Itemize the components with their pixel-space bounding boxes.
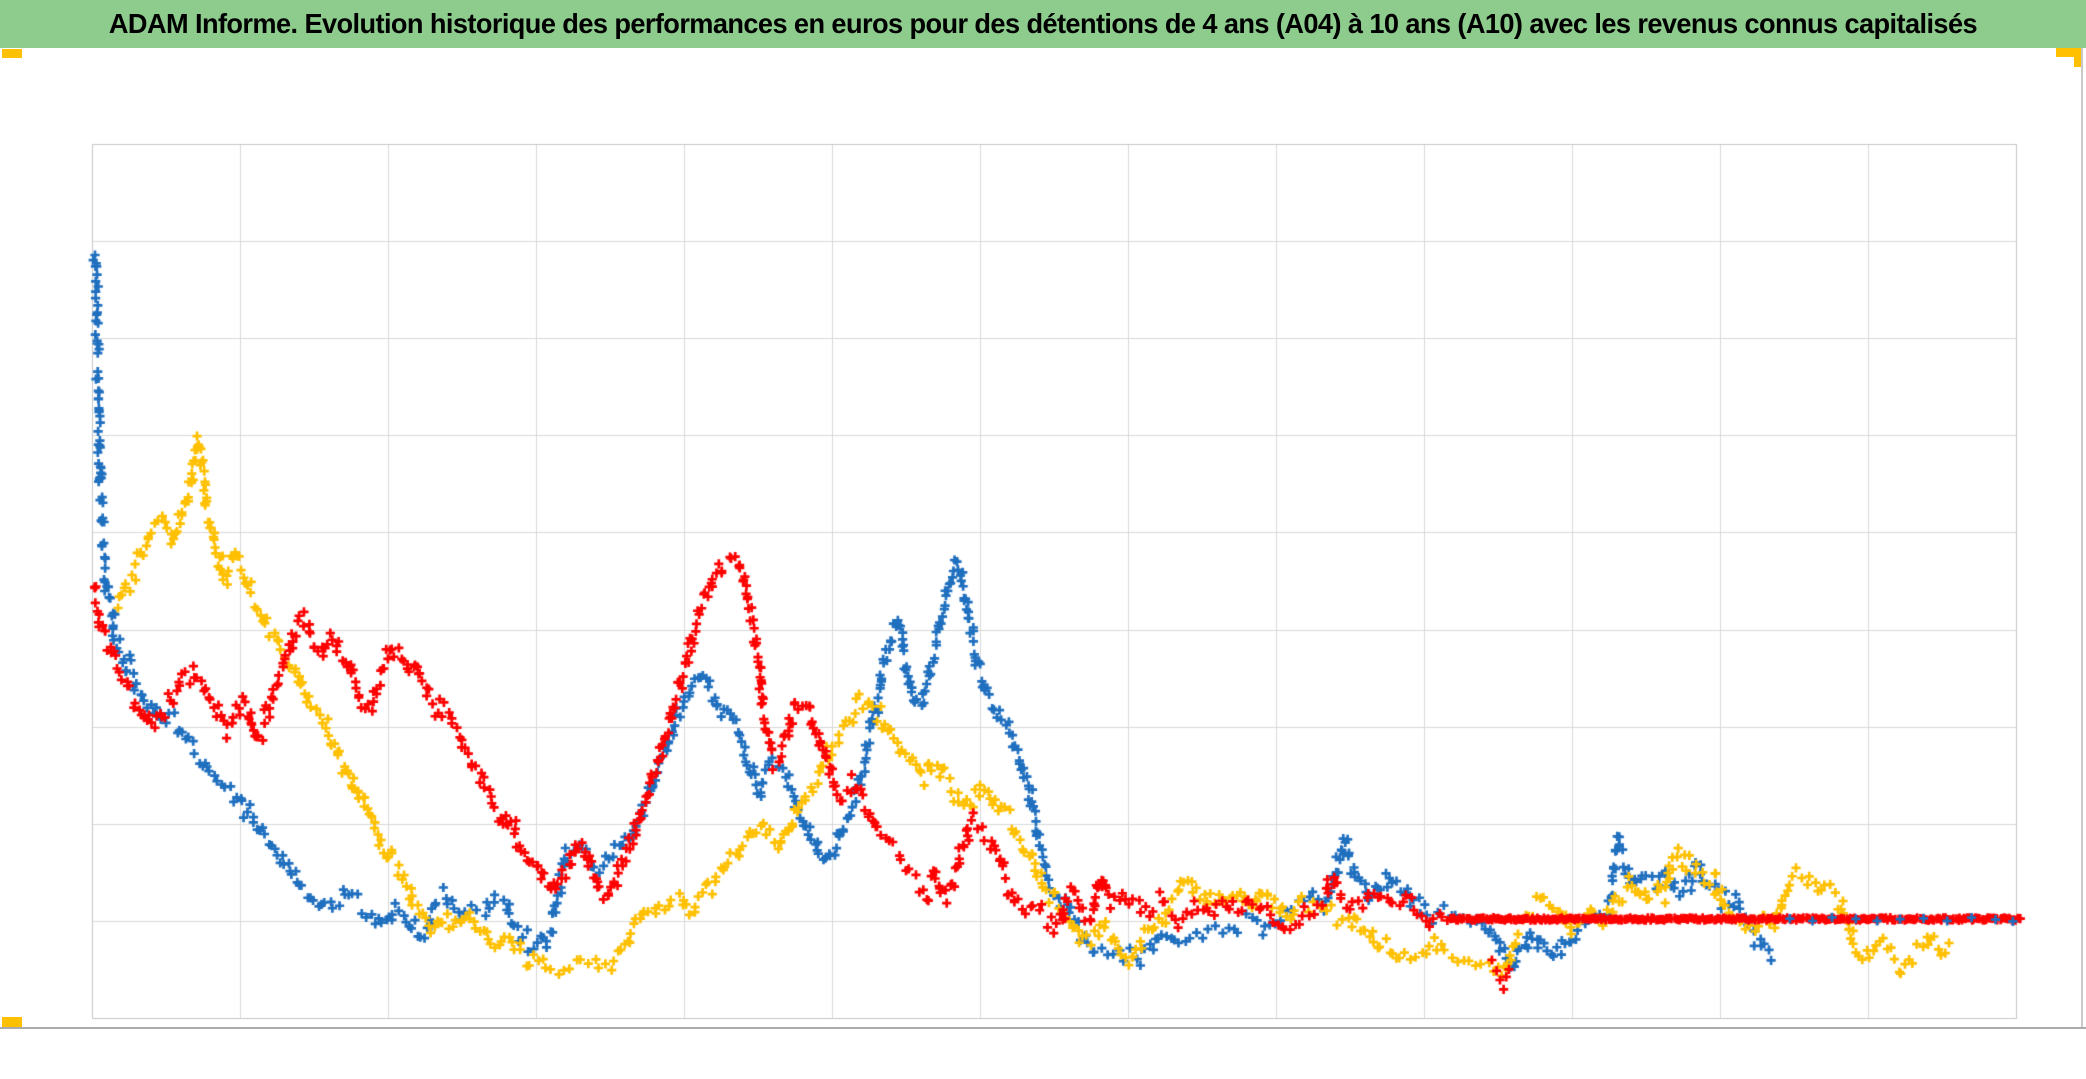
title-banner: ADAM Informe. Evolution historique des p… — [0, 0, 2086, 48]
page-title: ADAM Informe. Evolution historique des p… — [108, 8, 1978, 39]
scatter-chart-canvas — [0, 48, 2086, 1079]
yellow-corner-bracket-top-right — [2056, 48, 2083, 67]
page-edge-line-right — [2081, 48, 2083, 1028]
chart-area — [0, 48, 2086, 1079]
yellow-accent-bottom-left — [2, 1017, 22, 1027]
yellow-accent-top-left — [2, 49, 22, 58]
page-edge-line-bottom — [0, 1027, 2086, 1029]
